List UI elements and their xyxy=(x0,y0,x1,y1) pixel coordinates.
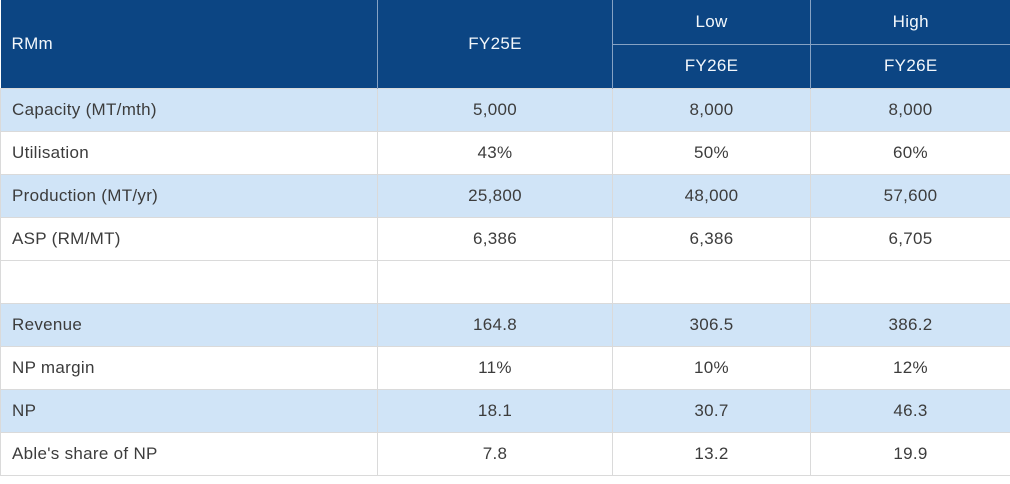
table-row: Utilisation 43% 50% 60% xyxy=(0,130,1010,175)
table-row: NP margin 11% 10% 12% xyxy=(0,345,1010,390)
value-cell-fy26e-high: 60% xyxy=(810,130,1010,175)
row-label-cell: NP margin xyxy=(0,345,378,390)
table-row: NP 18.1 30.7 46.3 xyxy=(0,388,1010,433)
value-cell-fy25e: 6,386 xyxy=(377,216,613,261)
row-label-cell: NP xyxy=(0,388,378,433)
value-cell-fy26e-high: 8,000 xyxy=(810,87,1010,132)
value-cell-fy26e-low: 306.5 xyxy=(612,302,811,347)
row-label-cell: Revenue xyxy=(0,302,378,347)
header-cell-scenario-low: Low xyxy=(612,0,811,45)
value-cell-fy25e: 164.8 xyxy=(377,302,613,347)
value-cell-fy25e: 11% xyxy=(377,345,613,390)
value-cell-fy26e-high: 12% xyxy=(810,345,1010,390)
row-label-cell: Utilisation xyxy=(0,130,378,175)
value-cell-fy26e-high: 57,600 xyxy=(810,173,1010,218)
value-cell-fy25e xyxy=(377,259,613,304)
table-row: Revenue 164.8 306.5 386.2 xyxy=(0,302,1010,347)
value-cell-fy26e-low: 8,000 xyxy=(612,87,811,132)
table-row: Capacity (MT/mth) 5,000 8,000 8,000 xyxy=(0,87,1010,132)
value-cell-fy25e: 5,000 xyxy=(377,87,613,132)
header-cell-fy25e: FY25E xyxy=(377,0,613,88)
header-cell-unit-label: RMm xyxy=(0,0,378,88)
value-cell-fy26e-low: 13.2 xyxy=(612,431,811,476)
table-body: Capacity (MT/mth) 5,000 8,000 8,000 Util… xyxy=(0,87,1010,476)
value-cell-fy26e-high xyxy=(810,259,1010,304)
header-cell-fy26e-high: FY26E xyxy=(810,44,1010,88)
value-cell-fy25e: 18.1 xyxy=(377,388,613,433)
value-cell-fy26e-high: 6,705 xyxy=(810,216,1010,261)
value-cell-fy25e: 25,800 xyxy=(377,173,613,218)
row-label-cell: ASP (RM/MT) xyxy=(0,216,378,261)
value-cell-fy25e: 43% xyxy=(377,130,613,175)
table-row xyxy=(0,259,1010,304)
value-cell-fy26e-high: 46.3 xyxy=(810,388,1010,433)
value-cell-fy26e-high: 386.2 xyxy=(810,302,1010,347)
table-header: RMm FY25E Low High FY26E FY26E xyxy=(0,0,1010,88)
row-label-cell: Production (MT/yr) xyxy=(0,173,378,218)
row-label-cell: Capacity (MT/mth) xyxy=(0,87,378,132)
row-label-cell xyxy=(0,259,378,304)
value-cell-fy26e-low: 50% xyxy=(612,130,811,175)
value-cell-fy26e-low: 48,000 xyxy=(612,173,811,218)
value-cell-fy26e-low: 6,386 xyxy=(612,216,811,261)
value-cell-fy26e-low: 30.7 xyxy=(612,388,811,433)
header-cell-fy26e-low: FY26E xyxy=(612,44,811,88)
table-row: Production (MT/yr) 25,800 48,000 57,600 xyxy=(0,173,1010,218)
value-cell-fy26e-low xyxy=(612,259,811,304)
value-cell-fy26e-high: 19.9 xyxy=(810,431,1010,476)
row-label-cell: Able's share of NP xyxy=(0,431,378,476)
table-row: ASP (RM/MT) 6,386 6,386 6,705 xyxy=(0,216,1010,261)
table-row: Able's share of NP 7.8 13.2 19.9 xyxy=(0,431,1010,476)
value-cell-fy26e-low: 10% xyxy=(612,345,811,390)
header-cell-scenario-high: High xyxy=(810,0,1010,45)
value-cell-fy25e: 7.8 xyxy=(377,431,613,476)
